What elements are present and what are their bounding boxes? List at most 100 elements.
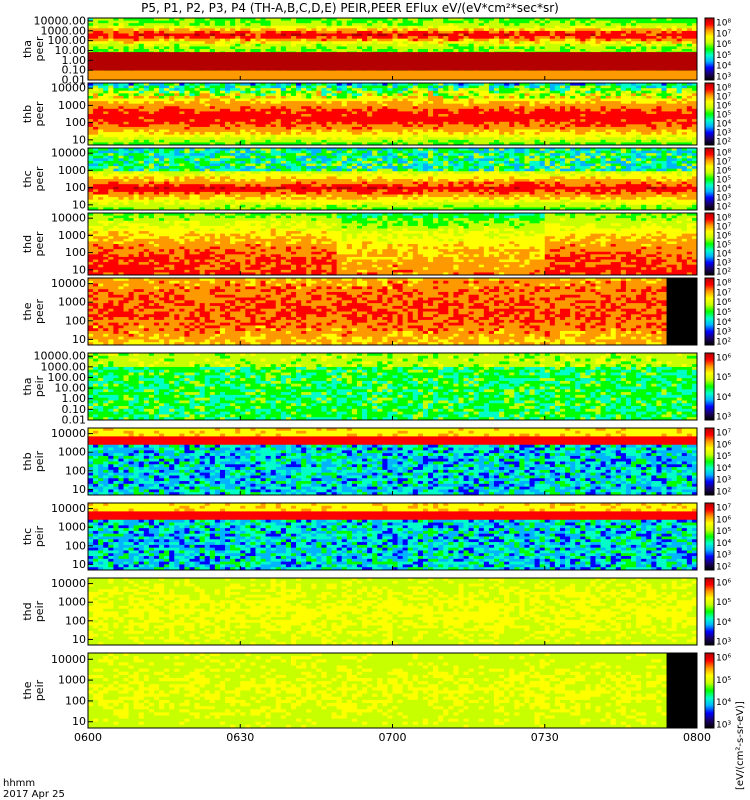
heatmap-cell (443, 109, 448, 112)
heatmap-cell (311, 104, 316, 107)
heatmap-cell (464, 23, 469, 26)
heatmap-cell (174, 41, 179, 44)
heatmap-cell (433, 117, 438, 120)
heatmap-cell (190, 124, 195, 127)
heatmap-cell (215, 106, 220, 109)
heatmap-cell (195, 23, 200, 26)
heatmap-cell (565, 21, 570, 24)
heatmap-cell (327, 104, 332, 107)
heatmap-cell (580, 26, 585, 29)
heatmap-cell (403, 96, 408, 99)
heatmap-cell (184, 49, 189, 52)
heatmap-cell (408, 104, 413, 107)
heatmap-cell (672, 23, 677, 26)
heatmap-cell (565, 23, 570, 26)
heatmap-cell (321, 96, 326, 99)
heatmap-cell (134, 140, 139, 143)
heatmap-cell (530, 34, 535, 37)
heatmap-cell (453, 137, 458, 140)
heatmap-cell (387, 117, 392, 120)
heatmap-cell (458, 135, 463, 138)
heatmap-cell (235, 36, 240, 39)
heatmap-cell (230, 31, 235, 34)
heatmap-cell (195, 21, 200, 24)
heatmap-cell (220, 36, 225, 39)
heatmap-cell (103, 117, 108, 120)
heatmap-cell (464, 31, 469, 34)
heatmap-cell (124, 130, 129, 133)
heatmap-cell (255, 101, 260, 104)
heatmap-cell (240, 31, 245, 34)
heatmap-cell (255, 114, 260, 117)
heatmap-cell (321, 99, 326, 102)
heatmap-cell (301, 91, 306, 94)
heatmap-cell (154, 86, 159, 89)
heatmap-cell (382, 99, 387, 102)
heatmap-cell (372, 88, 377, 91)
heatmap-cell (144, 101, 149, 104)
heatmap-cell (134, 96, 139, 99)
heatmap-cell (124, 44, 129, 47)
heatmap-cell (575, 26, 580, 29)
heatmap-cell (230, 106, 235, 109)
heatmap-cell (174, 135, 179, 138)
heatmap-cell (438, 117, 443, 120)
heatmap-cell (286, 86, 291, 89)
heatmap-cell (443, 130, 448, 133)
heatmap-cell (261, 91, 266, 94)
heatmap-cell (149, 101, 154, 104)
heatmap-cell (433, 99, 438, 102)
heatmap-cell (327, 31, 332, 34)
heatmap-cell (184, 28, 189, 31)
heatmap-cell (108, 91, 113, 94)
heatmap-cell (250, 135, 255, 138)
heatmap-cell (276, 26, 281, 29)
heatmap-cell (367, 23, 372, 26)
heatmap-cell (387, 127, 392, 130)
heatmap-cell (560, 39, 565, 42)
heatmap-cell (413, 23, 418, 26)
heatmap-cell (93, 140, 98, 143)
heatmap-cell (550, 21, 555, 24)
heatmap-cell (458, 41, 463, 44)
heatmap-cell (220, 39, 225, 42)
heatmap-cell (596, 26, 601, 29)
heatmap-cell (190, 111, 195, 114)
heatmap-cell (98, 21, 103, 24)
heatmap-cell (98, 132, 103, 135)
heatmap-cell (347, 122, 352, 125)
heatmap-cell (296, 111, 301, 114)
heatmap-cell (240, 101, 245, 104)
heatmap-cell (220, 117, 225, 120)
heatmap-cell (144, 109, 149, 112)
heatmap-cell (362, 117, 367, 120)
heatmap-cell (357, 86, 362, 89)
heatmap-cell (129, 104, 134, 107)
heatmap-cell (509, 49, 514, 52)
heatmap-cell (433, 119, 438, 122)
heatmap-cell (352, 44, 357, 47)
heatmap-cell (398, 91, 403, 94)
heatmap-cell (255, 117, 260, 120)
heatmap-cell (134, 39, 139, 42)
heatmap-cell (464, 21, 469, 24)
heatmap-cell (149, 109, 154, 112)
heatmap-cell (306, 117, 311, 120)
heatmap-cell (271, 36, 276, 39)
heatmap-cell (250, 28, 255, 31)
heatmap-cell (195, 127, 200, 130)
heatmap-cell (667, 41, 672, 44)
heatmap-cell (134, 114, 139, 117)
heatmap-cell (250, 39, 255, 42)
heatmap-cell (134, 28, 139, 31)
heatmap-cell (291, 101, 296, 104)
heatmap-cell (316, 140, 321, 143)
heatmap-cell (250, 101, 255, 104)
heatmap-cell (164, 114, 169, 117)
heatmap-cell (98, 106, 103, 109)
heatmap-cell (367, 127, 372, 130)
heatmap-cell (357, 124, 362, 127)
heatmap-cell (276, 31, 281, 34)
heatmap-cell (225, 135, 230, 138)
heatmap-cell (393, 122, 398, 125)
